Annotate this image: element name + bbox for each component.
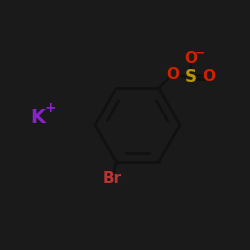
Text: K: K: [30, 108, 45, 127]
Text: O: O: [166, 67, 179, 82]
Text: O: O: [184, 52, 198, 66]
Text: O: O: [202, 70, 215, 84]
Text: −: −: [195, 46, 205, 59]
Text: +: +: [45, 101, 56, 115]
Text: S: S: [184, 68, 196, 86]
Text: Br: Br: [103, 170, 122, 186]
